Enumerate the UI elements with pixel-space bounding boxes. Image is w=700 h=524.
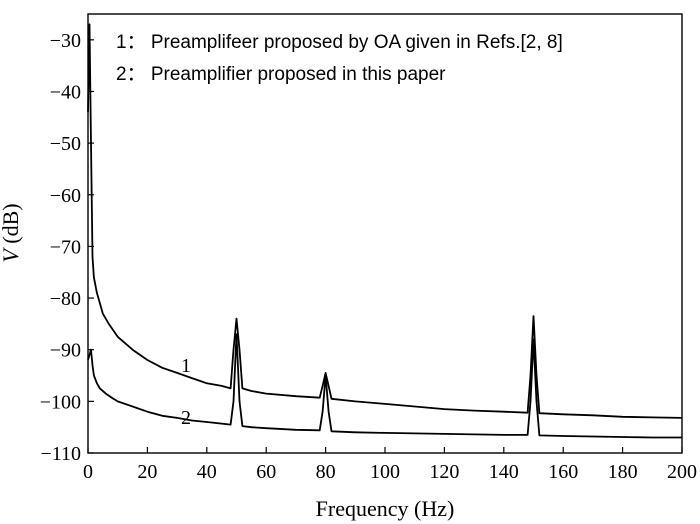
legend-entry-1: 1： Preamplifeer proposed by OA given in … (116, 32, 563, 53)
series-layer: 12 (87, 23, 683, 439)
series-1-line (87, 23, 683, 419)
x-tick-label: 40 (197, 461, 217, 483)
x-tick-label: 120 (429, 461, 459, 483)
y-tick-label: −100 (40, 391, 81, 413)
y-axis-title: V (dB) (0, 203, 23, 262)
y-tick-label: −80 (50, 288, 81, 310)
x-tick-label: 140 (489, 461, 519, 483)
x-tick-label: 180 (608, 461, 638, 483)
x-axis-title: Frequency (Hz) (316, 496, 455, 521)
y-tick-label: −70 (50, 236, 81, 258)
x-tick-label: 200 (667, 461, 697, 483)
legend-entry-2: 2： Preamplifier proposed in this paper (116, 64, 446, 85)
y-tick-label: −40 (50, 81, 81, 103)
x-tick-label: 0 (83, 461, 93, 483)
series-2-label: 2 (181, 407, 191, 429)
x-tick-label: 60 (256, 461, 276, 483)
axis-ticks: 0 20 40 60 80 100 120 140 160 180 200 −30 −40 −50 −60 −… (40, 30, 697, 483)
x-tick-label: 100 (370, 461, 400, 483)
y-tick-label: −50 (50, 133, 81, 155)
x-tick-label: 160 (548, 461, 578, 483)
y-axis-unit: (dB) (0, 203, 23, 249)
plot-frame (87, 13, 683, 454)
x-tick-label: 20 (137, 461, 157, 483)
y-tick-label: −60 (50, 185, 81, 207)
y-tick-label: −110 (40, 443, 81, 465)
y-tick-label: −90 (50, 340, 81, 362)
series-2-line (87, 333, 682, 439)
y-axis-var: V (0, 247, 23, 263)
y-tick-label: −30 (50, 30, 81, 52)
x-tick-label: 80 (316, 461, 336, 483)
series-1-label: 1 (181, 355, 191, 377)
